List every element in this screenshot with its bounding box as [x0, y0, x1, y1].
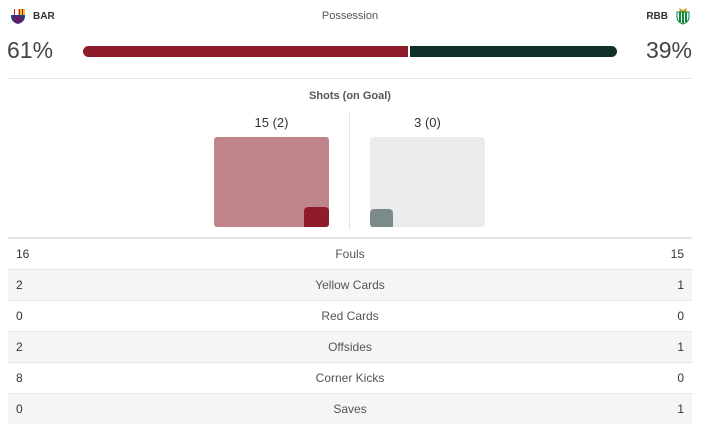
- stat-label: Corner Kicks: [315, 371, 385, 385]
- stats-divider: [8, 237, 692, 238]
- stat-label: Fouls: [335, 247, 365, 261]
- away-stat-value: 15: [670, 247, 684, 261]
- away-stat-value: 0: [677, 371, 684, 385]
- stat-label: Yellow Cards: [315, 278, 385, 292]
- stat-row-corner-kicks: 8 Corner Kicks 0: [8, 362, 692, 393]
- home-stat-value: 2: [16, 278, 23, 292]
- home-stat-value: 2: [16, 340, 23, 354]
- away-possession-pct: 39%: [645, 37, 692, 63]
- stat-label: Red Cards: [321, 309, 379, 323]
- section-divider: [8, 78, 692, 79]
- shots-title: Shots (on Goal): [309, 90, 391, 102]
- home-shots-box: [214, 137, 329, 227]
- stat-row-fouls: 16 Fouls 15: [8, 238, 692, 269]
- away-stat-value: 1: [677, 340, 684, 354]
- stat-label: Offsides: [328, 340, 372, 354]
- away-shots-value: 3 (0): [414, 115, 441, 130]
- home-shots-value: 15 (2): [254, 115, 289, 130]
- possession-bar-gap: [408, 46, 410, 57]
- barcelona-crest-icon: [11, 9, 25, 24]
- away-shots-on-goal: [370, 209, 393, 227]
- stat-row-offsides: 2 Offsides 1: [8, 331, 692, 362]
- home-stat-value: 8: [16, 371, 23, 385]
- home-team: BAR: [9, 7, 55, 25]
- stat-row-saves: 0 Saves 1: [8, 393, 692, 424]
- home-possession-pct: 61%: [7, 37, 54, 63]
- away-stat-value: 1: [677, 278, 684, 292]
- real-betis-crest-icon: [676, 8, 690, 25]
- possession-bar: [83, 46, 617, 57]
- home-stat-value: 16: [16, 247, 30, 261]
- away-stat-value: 0: [677, 309, 684, 323]
- away-team: RBB: [646, 7, 692, 25]
- home-stat-value: 0: [16, 309, 23, 323]
- away-possession-segment: [410, 46, 617, 57]
- away-team-abbr: RBB: [646, 10, 668, 22]
- stats-table: 16 Fouls 15 2 Yellow Cards 1 0 Red Cards…: [8, 238, 692, 424]
- home-stat-value: 0: [16, 402, 23, 416]
- away-stat-value: 1: [677, 402, 684, 416]
- shots-separator: [349, 112, 350, 230]
- stat-label: Saves: [333, 402, 367, 416]
- home-shots-on-goal: [304, 207, 329, 227]
- stat-row-red-cards: 0 Red Cards 0: [8, 300, 692, 331]
- away-shots-box: [370, 137, 485, 227]
- stat-row-yellow-cards: 2 Yellow Cards 1: [8, 269, 692, 300]
- possession-label: Possession: [321, 10, 379, 22]
- home-possession-segment: [83, 46, 408, 57]
- home-team-abbr: BAR: [33, 10, 55, 22]
